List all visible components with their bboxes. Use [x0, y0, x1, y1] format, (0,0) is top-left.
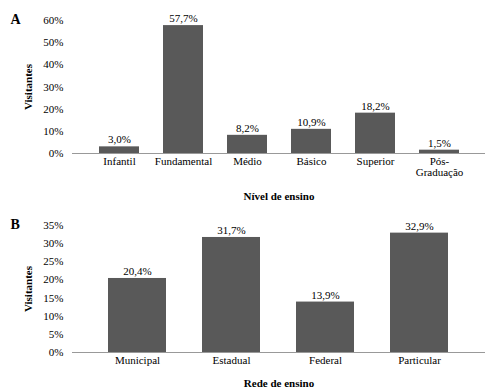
- svg-text:Infantil: Infantil: [103, 155, 135, 167]
- svg-text:18,2%: 18,2%: [361, 100, 389, 112]
- svg-text:0%: 0%: [49, 346, 64, 358]
- svg-text:32,9%: 32,9%: [405, 220, 433, 232]
- svg-text:Municipal: Municipal: [115, 354, 160, 366]
- svg-text:57,7%: 57,7%: [169, 12, 197, 24]
- svg-text:Visitantes: Visitantes: [22, 265, 34, 312]
- svg-text:Particular: Particular: [398, 354, 441, 366]
- svg-text:10%: 10%: [43, 125, 63, 137]
- svg-text:Estadual: Estadual: [213, 354, 251, 366]
- svg-text:3,0%: 3,0%: [108, 133, 131, 145]
- svg-text:31,7%: 31,7%: [217, 224, 245, 236]
- svg-text:1,5%: 1,5%: [428, 137, 451, 149]
- svg-text:B: B: [11, 217, 20, 232]
- svg-text:20%: 20%: [43, 103, 63, 115]
- svg-text:Rede de ensino: Rede de ensino: [244, 377, 315, 389]
- svg-text:40%: 40%: [43, 58, 63, 70]
- svg-text:5%: 5%: [49, 328, 64, 340]
- svg-text:Superior: Superior: [357, 155, 395, 167]
- svg-text:60%: 60%: [43, 14, 63, 26]
- svg-text:A: A: [11, 12, 22, 27]
- svg-text:30%: 30%: [43, 237, 63, 249]
- svg-text:25%: 25%: [43, 255, 63, 267]
- svg-text:Visitantes: Visitantes: [22, 63, 34, 110]
- svg-text:30%: 30%: [43, 81, 63, 93]
- svg-text:0%: 0%: [49, 147, 64, 159]
- svg-text:50%: 50%: [43, 36, 63, 48]
- svg-text:Fundamental: Fundamental: [155, 155, 212, 167]
- svg-text:Federal: Federal: [309, 354, 342, 366]
- svg-text:13,9%: 13,9%: [311, 289, 339, 301]
- svg-text:20%: 20%: [43, 273, 63, 285]
- svg-text:15%: 15%: [43, 292, 63, 304]
- svg-text:10%: 10%: [43, 310, 63, 322]
- svg-text:8,2%: 8,2%: [236, 122, 259, 134]
- svg-text:10,9%: 10,9%: [297, 116, 325, 128]
- svg-text:Nível de ensino: Nível de ensino: [244, 190, 315, 202]
- svg-text:Básico: Básico: [297, 155, 327, 167]
- svg-text:Pós-Graduação: Pós-Graduação: [416, 155, 464, 178]
- svg-text:35%: 35%: [43, 219, 63, 231]
- svg-text:20,4%: 20,4%: [123, 265, 151, 277]
- svg-text:Médio: Médio: [233, 155, 262, 167]
